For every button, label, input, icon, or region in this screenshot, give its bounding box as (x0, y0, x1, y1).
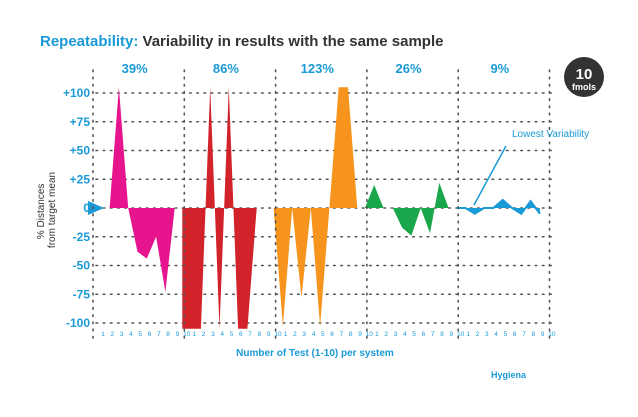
x-tick-label: 2 (293, 331, 297, 338)
x-tick-label: 3 (211, 331, 215, 338)
x-tick-label: 4 (494, 331, 498, 338)
series-area (456, 199, 540, 214)
fmols-badge-circle (564, 57, 604, 97)
fmols-badge: 10 fmols (564, 57, 604, 97)
y-tick-label: -75 (73, 287, 91, 301)
x-tick-label: 6 (239, 331, 243, 338)
y-axis-label-line-1: % Distances (36, 184, 47, 240)
x-tick-label: 3 (120, 331, 124, 338)
x-tick-label: 3 (485, 331, 489, 338)
x-axis-ticks: 1 2 3 4 5 6 7 8 9 10 1 2 3 4 5 6 7 8 9 10 1 2 3 4 5 6 7 8 9 10 1 2 3 4 5 6 7… (101, 331, 556, 338)
x-tick-label: 9 (358, 331, 362, 338)
x-tick-label: 8 (531, 331, 535, 338)
x-tick-label: 7 (522, 331, 526, 338)
x-tick-label: 7 (248, 331, 252, 338)
x-tick-label: 5 (230, 331, 234, 338)
x-tick-label: 6 (422, 331, 426, 338)
x-tick-label: 9 (541, 331, 545, 338)
x-tick-label: 6 (330, 331, 334, 338)
chart-title-prefix: Repeatability: (40, 33, 139, 50)
x-tick-label: 7 (340, 331, 344, 338)
variability-labels: 39% 86% 123% 26% 9% (122, 61, 510, 76)
x-tick-label: 9 (176, 331, 180, 338)
x-tick-label: 10 (548, 331, 556, 338)
chart-title: Repeatability: Variability in results wi… (40, 33, 443, 50)
x-tick-label: 5 (504, 331, 508, 338)
lowest-variability-annotation: Lowest Variability (473, 129, 589, 206)
series-area (91, 87, 175, 292)
variability-label: 26% (396, 61, 422, 76)
x-tick-label: 1 (466, 331, 470, 338)
y-tick-label: +75 (70, 115, 91, 129)
x-tick-label: 2 (476, 331, 480, 338)
x-tick-label: 5 (412, 331, 416, 338)
y-tick-label: -50 (73, 259, 91, 273)
variability-label: 9% (490, 61, 509, 76)
y-tick-label: -100 (66, 316, 90, 330)
x-tick-label: 7 (157, 331, 161, 338)
x-tick-label: 4 (220, 331, 224, 338)
series-area (364, 182, 449, 236)
x-tick-label: 10 (457, 331, 465, 338)
x-tick-label: 4 (129, 331, 133, 338)
y-tick-label: 0 (83, 201, 90, 215)
x-tick-label: 10 (274, 331, 282, 338)
x-tick-label: 1 (375, 331, 379, 338)
series-area (182, 87, 266, 329)
x-tick-label: 4 (312, 331, 316, 338)
x-tick-label: 5 (138, 331, 142, 338)
x-tick-label: 1 (101, 331, 105, 338)
fmols-badge-value: 10 (576, 66, 593, 83)
brand-label: Hygiena (491, 370, 527, 380)
x-tick-label: 3 (302, 331, 306, 338)
x-tick-label: 7 (431, 331, 435, 338)
chart-series-group (88, 87, 541, 329)
variability-label: 123% (301, 61, 335, 76)
x-tick-label: 10 (366, 331, 374, 338)
x-tick-label: 1 (192, 331, 196, 338)
x-tick-label: 8 (440, 331, 444, 338)
variability-label: 86% (213, 61, 239, 76)
x-tick-label: 9 (267, 331, 271, 338)
x-tick-label: 8 (349, 331, 353, 338)
series-line (456, 198, 541, 216)
x-tick-label: 2 (110, 331, 114, 338)
y-tick-label: -25 (73, 230, 91, 244)
x-tick-label: 5 (321, 331, 325, 338)
y-tick-label: +25 (70, 172, 91, 186)
x-tick-label: 8 (258, 331, 262, 338)
annotation-arrow-line (473, 145, 507, 206)
annotation-text: Lowest Variability (512, 129, 589, 140)
x-tick-label: 6 (148, 331, 152, 338)
x-tick-label: 10 (183, 331, 191, 338)
y-axis-label: % Distances from target mean (36, 172, 58, 248)
series-area (273, 87, 358, 327)
x-tick-label: 8 (166, 331, 170, 338)
fmols-badge-unit: fmols (572, 82, 596, 92)
y-axis-label-line-2: from target mean (47, 172, 58, 248)
chart-title-rest: Variability in results with the same sam… (138, 33, 444, 50)
system-separators (92, 69, 551, 339)
x-tick-label: 4 (403, 331, 407, 338)
y-tick-label: +50 (70, 144, 91, 158)
x-axis-label: Number of Test (1-10) per system (236, 348, 394, 359)
x-tick-label: 2 (384, 331, 388, 338)
x-tick-label: 6 (513, 331, 517, 338)
x-tick-label: 3 (394, 331, 398, 338)
y-axis-ticks: +100 +75 +50 +25 0 -25 -50 -75 -100 (63, 86, 90, 330)
baseline-arrowhead (88, 201, 104, 215)
y-tick-label: +100 (63, 86, 90, 100)
x-tick-label: 2 (202, 331, 206, 338)
variability-label: 39% (122, 61, 148, 76)
x-tick-label: 9 (449, 331, 453, 338)
x-tick-label: 1 (284, 331, 288, 338)
